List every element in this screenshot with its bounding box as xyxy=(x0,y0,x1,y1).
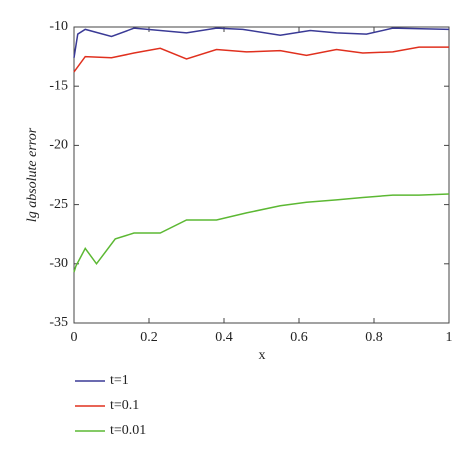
x-tick-label: 0.8 xyxy=(365,330,383,345)
y-tick-label: -25 xyxy=(49,197,68,212)
y-tick-label: -15 xyxy=(49,78,68,93)
x-tick-label: 0.4 xyxy=(215,330,233,345)
x-tick-label: 0.2 xyxy=(140,330,158,345)
line-series xyxy=(73,27,450,58)
x-tick-label: 0 xyxy=(71,330,78,345)
y-tick-label: -20 xyxy=(49,138,68,153)
line-series xyxy=(73,193,450,273)
line-series xyxy=(73,46,449,73)
y-tick-label: -30 xyxy=(49,256,68,271)
x-axis-label: x xyxy=(259,348,266,363)
y-tick-label: -10 xyxy=(49,19,68,34)
y-axis-label: lg absolute error xyxy=(25,127,40,222)
legend-label: t=0.1 xyxy=(110,398,139,413)
x-tick-label: 0.6 xyxy=(290,330,308,345)
y-tick-label: -35 xyxy=(49,315,68,330)
legend-label: t=0.01 xyxy=(110,423,146,438)
legend-label: t=1 xyxy=(110,373,129,388)
plot-frame xyxy=(73,26,450,324)
x-tick-label: 1 xyxy=(446,330,453,345)
